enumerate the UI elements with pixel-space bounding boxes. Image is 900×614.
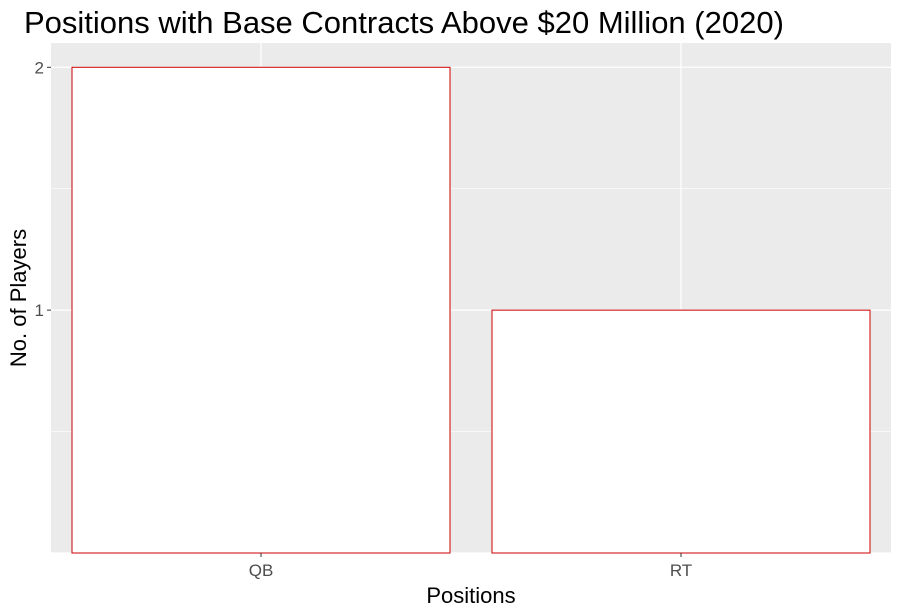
chart-title: Positions with Base Contracts Above $20 … — [24, 5, 784, 40]
bar-rt — [491, 309, 871, 554]
x-tick-label: RT — [670, 561, 692, 580]
x-axis-title: Positions — [426, 583, 515, 608]
y-tick-label: 1 — [35, 301, 44, 320]
x-tick-label: QB — [249, 561, 274, 580]
axes: 1 2 QB RT — [35, 58, 693, 580]
bars — [71, 66, 871, 554]
y-axis-title: No. of Players — [6, 229, 31, 367]
bar-qb — [71, 66, 451, 554]
y-tick-label: 2 — [35, 58, 44, 77]
